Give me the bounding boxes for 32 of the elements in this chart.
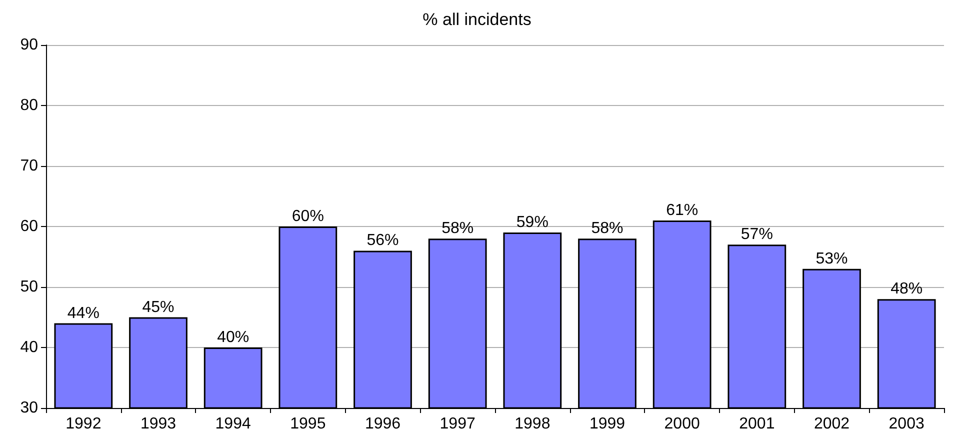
y-tick-label: 90 — [20, 36, 38, 54]
x-tick-label: 1999 — [589, 416, 626, 432]
x-tick-label: 1994 — [215, 416, 251, 432]
data-label: 57% — [740, 226, 773, 244]
data-label: 53% — [816, 250, 848, 268]
data-label: 58% — [591, 220, 624, 238]
y-tick-label: 50 — [20, 278, 38, 296]
x-tick-label: 2000 — [664, 416, 700, 432]
data-label: 40% — [217, 329, 250, 346]
x-tick-label: 2003 — [888, 416, 924, 432]
x-tick-label: 1997 — [440, 416, 476, 432]
data-label: 58% — [442, 220, 474, 238]
y-tick-label: 70 — [20, 158, 38, 174]
data-label: 48% — [890, 280, 923, 298]
x-tick-label: 1998 — [514, 416, 550, 432]
y-tick-label: 80 — [20, 97, 38, 114]
chart-title: % all incidents — [422, 10, 532, 29]
y-tick-label: 40 — [20, 339, 38, 356]
y-tick-label: 30 — [20, 400, 38, 416]
data-label: 44% — [67, 304, 100, 322]
data-label: 59% — [516, 214, 548, 232]
x-tick-label: 2002 — [814, 416, 850, 432]
y-tick-label: 60 — [20, 218, 38, 235]
data-label: 61% — [666, 202, 698, 219]
x-tick-label: 2001 — [739, 416, 775, 432]
x-tick-label: 1996 — [364, 416, 401, 432]
data-label: 56% — [366, 232, 399, 250]
x-tick-label: 1992 — [66, 416, 102, 432]
x-tick-label: 1995 — [290, 416, 326, 432]
x-tick-label: 1993 — [140, 416, 176, 432]
data-label: 45% — [142, 298, 174, 316]
data-label: 60% — [292, 208, 324, 225]
